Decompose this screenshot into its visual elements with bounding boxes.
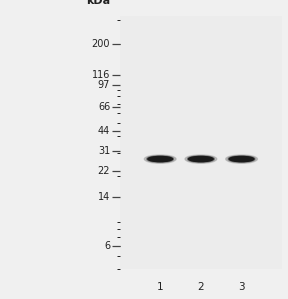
Text: 200: 200 (92, 39, 110, 48)
Ellipse shape (147, 156, 174, 162)
Ellipse shape (144, 155, 176, 163)
Text: 22: 22 (98, 166, 110, 176)
Text: 31: 31 (98, 146, 110, 156)
Ellipse shape (148, 156, 173, 162)
Ellipse shape (226, 155, 257, 163)
Ellipse shape (187, 156, 214, 162)
Text: 66: 66 (98, 103, 110, 112)
Text: 6: 6 (104, 241, 110, 251)
Ellipse shape (228, 156, 255, 162)
Text: 44: 44 (98, 126, 110, 136)
Text: 116: 116 (92, 70, 110, 80)
Ellipse shape (189, 156, 213, 162)
Text: kDa: kDa (86, 0, 110, 6)
Ellipse shape (185, 155, 217, 163)
Text: 1: 1 (157, 282, 164, 292)
Text: 2: 2 (198, 282, 204, 292)
Ellipse shape (229, 156, 254, 162)
Text: 97: 97 (98, 80, 110, 90)
Text: 3: 3 (238, 282, 245, 292)
Text: 14: 14 (98, 192, 110, 202)
